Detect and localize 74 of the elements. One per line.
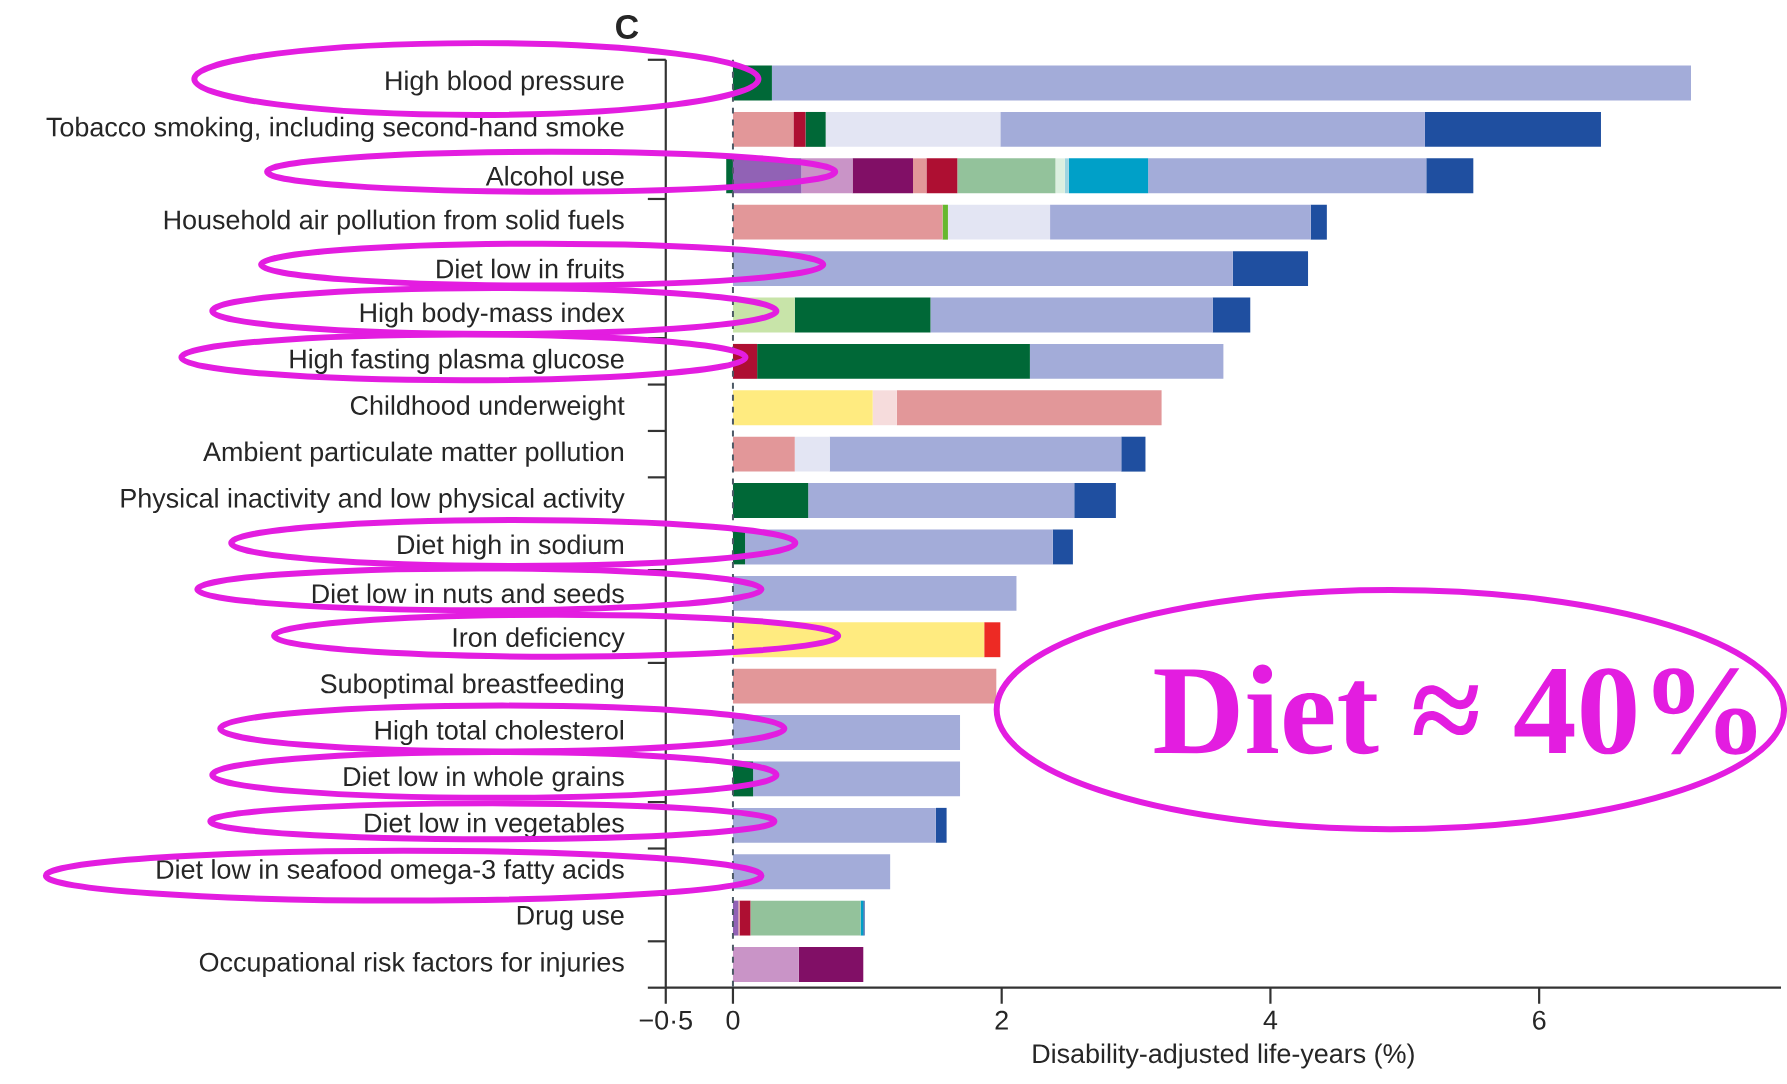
bar [825, 111, 1001, 147]
bar [757, 343, 1030, 379]
bar [1148, 158, 1427, 194]
chart-title: C [616, 14, 639, 39]
y-tick-label: Diet low in nuts and seeds [312, 583, 624, 604]
bar [984, 622, 1001, 657]
bar [732, 482, 809, 518]
bar [947, 204, 1051, 240]
y-tick-label: Alcohol use [485, 165, 624, 186]
bar [829, 436, 1122, 472]
bar [926, 158, 958, 194]
bar [942, 204, 948, 240]
bar [732, 946, 799, 982]
bar [935, 807, 947, 843]
bar [732, 111, 794, 147]
y-tick-label: Suboptimal breastfeeding [320, 673, 624, 699]
bar [750, 900, 861, 936]
bar [1000, 111, 1425, 147]
y-tick-label: Childhood underweight [350, 395, 625, 421]
y-tick-label: Diet low in seafood omega-3 fatty acids [157, 858, 624, 885]
bar [872, 390, 897, 426]
y-tick-label: Diet low in fruits [437, 258, 624, 279]
y-tick-label: High fasting plasma glucose [290, 348, 624, 374]
y-tick-label: Diet low in whole grains [344, 766, 624, 792]
bar [1068, 158, 1149, 194]
bar [1074, 482, 1116, 518]
x-axis-title: Disability-adjusted life-years (%) [1033, 1043, 1414, 1069]
bar [794, 436, 830, 472]
bar [1052, 529, 1073, 565]
y-tick-label: Tobacco smoking, including second-hand smoke [46, 116, 624, 142]
bar [930, 297, 1213, 333]
annotation: Diet ≈ 40% [1154, 664, 1756, 755]
bar [1310, 204, 1327, 240]
bar [957, 158, 1056, 194]
bar [1064, 158, 1069, 194]
bar [739, 900, 751, 936]
bar [913, 158, 927, 194]
x-tick-label: −0·5 [639, 1010, 692, 1030]
x-tick-label: 4 [1263, 1010, 1278, 1030]
bar [732, 436, 795, 472]
bar [771, 65, 1691, 101]
y-tick-label: Diet low in vegetables [365, 812, 624, 838]
bar [852, 158, 914, 194]
y-tick-label: Iron deficiency [453, 627, 625, 653]
y-tick-label: Ambient particulate matter pollution [203, 441, 624, 467]
y-tick-label: High total cholesterol [375, 719, 623, 745]
bar [793, 111, 806, 147]
y-tick-label: High blood pressure [386, 70, 624, 96]
bar [896, 390, 1162, 426]
bar [1050, 204, 1311, 240]
y-tick-label: Household air pollution from solid fuels [164, 209, 624, 235]
bar [808, 482, 1075, 518]
y-tick-label: Diet high in sodium [398, 534, 623, 560]
bar [798, 946, 864, 982]
bar [794, 297, 931, 333]
y-tick-label: Occupational risk factors for injuries [199, 951, 624, 977]
bar [732, 668, 997, 704]
bar [805, 111, 826, 147]
bar [732, 390, 873, 426]
y-tick-label: Physical inactivity and low physical activity [121, 487, 625, 513]
x-tick-label: 2 [995, 1010, 1008, 1030]
bar [1424, 111, 1601, 147]
bar [1212, 297, 1251, 333]
bar [732, 854, 891, 889]
bar [1055, 158, 1065, 194]
bar [1232, 250, 1309, 286]
bar [1121, 436, 1146, 472]
bar [1029, 343, 1224, 379]
x-tick-label: 6 [1533, 1010, 1546, 1030]
y-tick-label: High body-mass index [360, 302, 625, 328]
x-tick-label: 0 [726, 1010, 740, 1030]
y-tick-label: Drug use [517, 905, 624, 930]
bar [1426, 158, 1474, 194]
bar [732, 204, 943, 240]
